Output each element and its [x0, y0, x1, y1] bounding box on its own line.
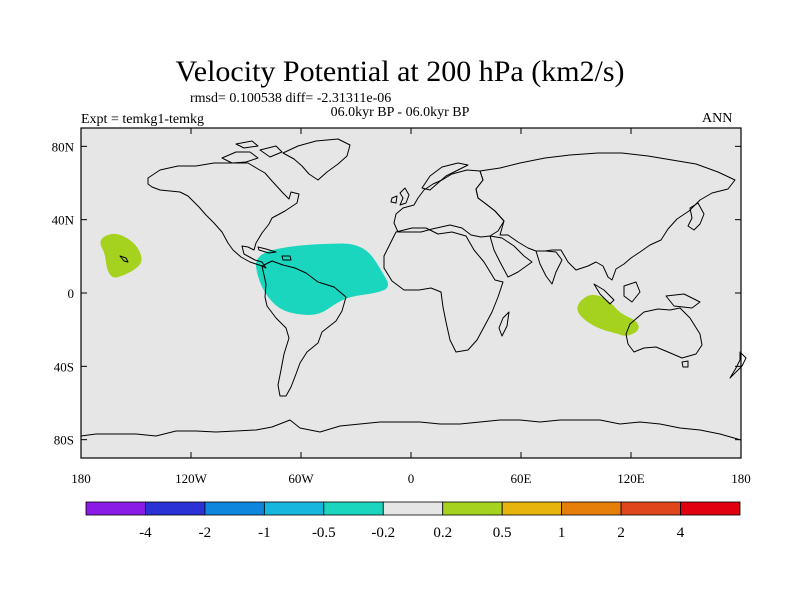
- y-tick-label: 40N: [52, 213, 75, 228]
- x-tick-label: 180: [731, 471, 751, 486]
- x-tick-label: 120E: [617, 471, 645, 486]
- coastlines: [80, 138, 747, 441]
- anomaly-layer: [100, 233, 639, 336]
- coast-australia: [625, 307, 703, 359]
- coast-africa: [383, 227, 504, 353]
- colorbar-label: -0.2: [371, 525, 395, 541]
- colorbar-swatch: [85, 501, 146, 516]
- coast-new-zealand: [729, 351, 747, 379]
- season-label: ANN: [702, 111, 733, 126]
- colorbar-swatch: [323, 501, 384, 516]
- colorbar-label: -4: [139, 525, 152, 541]
- colorbar-label: -0.5: [312, 525, 336, 541]
- x-tick-label: 60W: [288, 471, 314, 486]
- experiment-label: Expt = temkg1-temkg: [81, 112, 204, 127]
- y-tick-label: 0: [68, 286, 75, 301]
- y-tick-label: 80N: [52, 139, 75, 154]
- x-tick-label: 60E: [511, 471, 532, 486]
- coast-scandinavia: [421, 162, 469, 191]
- x-tick-label: 120W: [175, 471, 208, 486]
- y-tick-label: 80S: [54, 433, 74, 448]
- coast-india: [535, 250, 563, 285]
- colorbar: -4 -2 -1 -0.5 -0.2 0.2 0.5 1 2 4: [85, 501, 741, 541]
- colorbar-label: 1: [558, 525, 566, 541]
- colorbar-swatch: [382, 501, 444, 516]
- period-label: 06.0kyr BP - 06.0kyr BP: [330, 105, 470, 120]
- coast-cuba: [257, 246, 277, 254]
- map-background: [81, 128, 741, 458]
- anomaly-region-tropical-atlantic: [255, 243, 389, 315]
- colorbar-swatch: [263, 501, 325, 516]
- axis-ticks: 180 120W 60W 0 60E 120E 180 80N 40N 0 40S 80S: [52, 128, 751, 486]
- colorbar-swatch: [145, 501, 206, 516]
- coast-antarctica: [80, 419, 742, 441]
- coast-sumatra: [593, 283, 615, 305]
- coast-hispaniola: [281, 255, 292, 261]
- coast-arctic-islands: [221, 140, 283, 164]
- rmsd-diff-stats: rmsd= 0.100538 diff= -2.31311e-06: [190, 91, 392, 106]
- map-panel: 180 120W 60W 0 60E 120E 180 80N 40N 0 40S 80S: [52, 127, 751, 486]
- coast-hawaii: [119, 255, 129, 263]
- colorbar-swatch: [442, 501, 503, 516]
- colorbar-label: -1: [258, 525, 271, 541]
- colorbar-swatch: [561, 501, 622, 516]
- y-tick-label: 40S: [54, 359, 74, 374]
- colorbar-label: 0.5: [493, 525, 512, 541]
- coast-madagascar: [498, 311, 510, 337]
- x-tick-label: 0: [408, 471, 415, 486]
- colorbar-swatch: [620, 501, 681, 516]
- coast-greenland: [282, 138, 351, 181]
- coast-north-america: [147, 162, 300, 269]
- coast-britain: [390, 187, 410, 206]
- coast-asia: [475, 152, 736, 281]
- anomaly-region-central-north-pacific: [100, 233, 142, 278]
- anomaly-region-indian-ocean-australia: [577, 294, 639, 336]
- coast-arabia: [489, 235, 533, 278]
- coast-borneo: [623, 281, 641, 303]
- colorbar-swatch: [501, 501, 563, 516]
- colorbar-label: -2: [199, 525, 212, 541]
- colorbar-label: 2: [617, 525, 625, 541]
- colorbar-swatch: [680, 501, 741, 516]
- map-title: Velocity Potential at 200 hPa (km2/s): [175, 55, 625, 88]
- colorbar-label: 0.2: [433, 525, 452, 541]
- colorbar-swatch: [204, 501, 265, 516]
- coast-south-america: [261, 260, 347, 397]
- colorbar-label: 4: [677, 525, 685, 541]
- x-tick-label: 180: [71, 471, 91, 486]
- coast-tasmania: [681, 360, 689, 368]
- coast-japan: [687, 202, 705, 231]
- coast-new-guinea: [665, 293, 701, 309]
